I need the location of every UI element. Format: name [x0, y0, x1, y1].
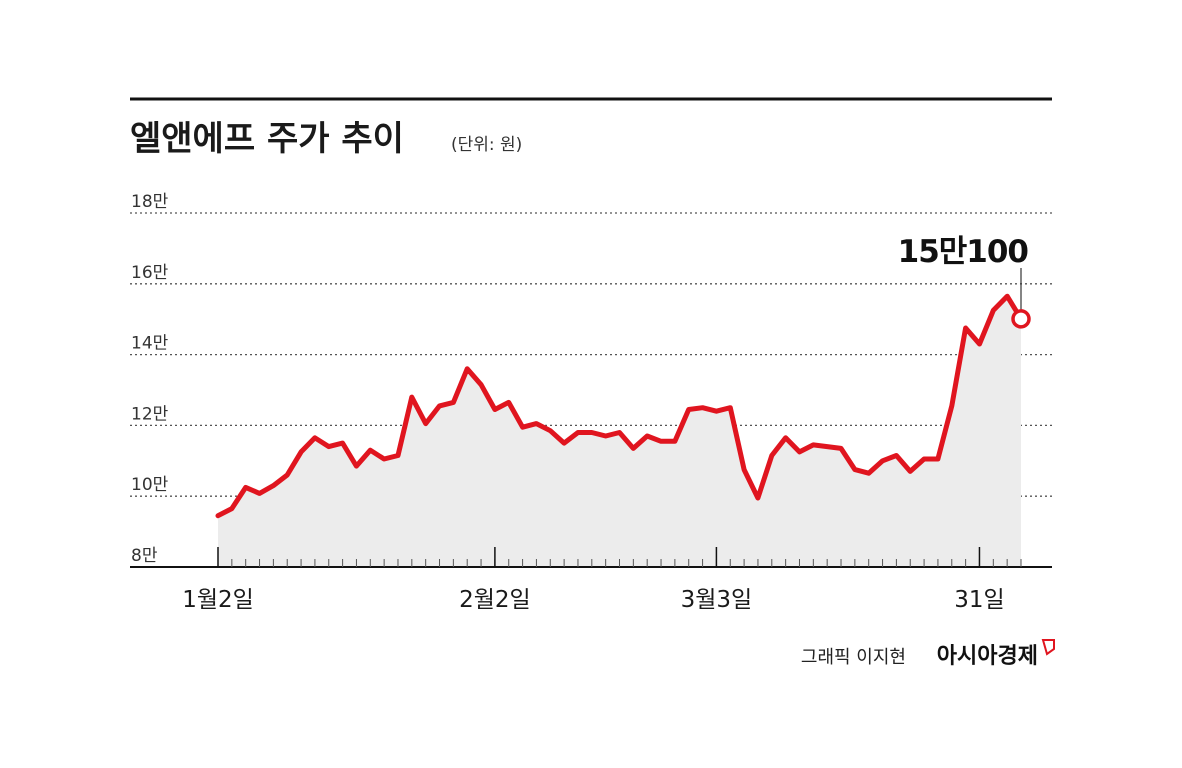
x-tick-label: 2월2일: [459, 587, 531, 613]
y-axis-ticks: 8만 10만 12만 14만 16만 18만: [131, 192, 169, 566]
annotation-label: 15만100: [898, 234, 1029, 270]
y-tick-label: 14만: [131, 334, 169, 354]
x-tick-label: 3월3일: [681, 587, 753, 613]
last-point-marker: [1011, 309, 1031, 329]
last-value-annotation: 15만100: [898, 234, 1031, 329]
y-tick-label: 16만: [131, 263, 169, 283]
y-tick-label: 10만: [131, 475, 169, 495]
brand-logo-icon: [1041, 639, 1055, 656]
y-tick-label: 18만: [131, 192, 169, 212]
graphic-credit: 그래픽 이지현: [801, 647, 906, 668]
price-line: [215, 293, 1024, 519]
x-axis-ticks: 1월2일 2월2일 3월3일 31일: [182, 547, 1005, 613]
y-tick-label: 8만: [131, 546, 158, 566]
chart-title: 엘앤에프 주가 추이: [130, 119, 404, 159]
area-fill: [218, 296, 1021, 567]
brand-name: 아시아경제: [937, 644, 1038, 669]
y-tick-label: 12만: [131, 404, 169, 424]
unit-label: (단위: 원): [451, 135, 522, 155]
x-tick-label: 1월2일: [182, 587, 254, 613]
x-tick-label: 31일: [954, 587, 1004, 613]
